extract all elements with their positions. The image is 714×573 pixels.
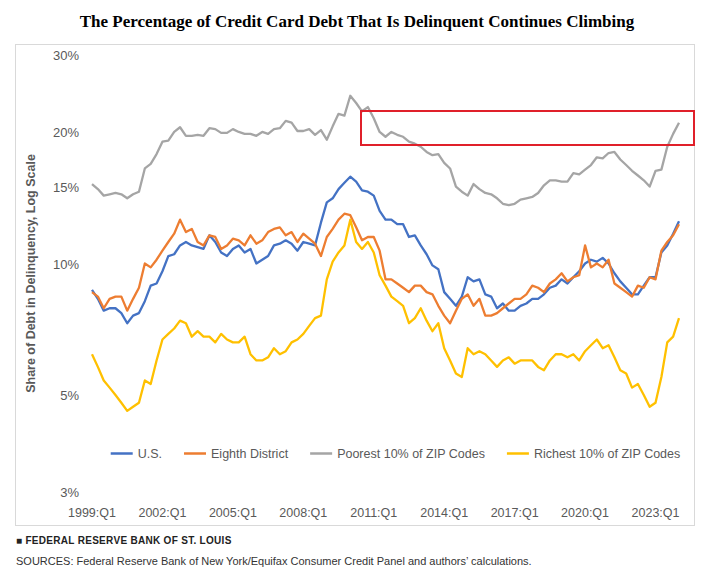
legend-label: Richest 10% of ZIP Codes bbox=[534, 447, 680, 461]
y-tick-label: 5% bbox=[60, 388, 79, 403]
legend-label: Eighth District bbox=[211, 447, 289, 461]
series-line bbox=[92, 214, 679, 324]
y-tick-label: 15% bbox=[53, 180, 79, 195]
legend-swatch bbox=[507, 452, 529, 455]
publisher: ■ FEDERAL RESERVE BANK OF ST. LOUIS bbox=[16, 535, 232, 546]
x-tick-label: 1999:Q1 bbox=[68, 506, 116, 520]
x-tick-label: 2005:Q1 bbox=[209, 506, 257, 520]
series-line bbox=[92, 96, 679, 205]
source: SOURCES: Federal Reserve Bank of New Yor… bbox=[16, 555, 532, 567]
title: The Percentage of Credit Card Debt That … bbox=[80, 12, 635, 31]
x-tick-label: 2008:Q1 bbox=[279, 506, 327, 520]
plot-area bbox=[92, 96, 679, 411]
y-tick-label: 20% bbox=[53, 125, 79, 140]
series-line bbox=[92, 177, 679, 324]
x-tick-label: 2014:Q1 bbox=[420, 506, 468, 520]
x-tick-label: 2011:Q1 bbox=[350, 506, 397, 520]
y-tick-label: 10% bbox=[53, 257, 79, 272]
legend-swatch bbox=[310, 452, 332, 455]
legend-swatch bbox=[111, 452, 133, 455]
legend: U.S. Eighth District Poorest 10% of ZIP Co… bbox=[111, 447, 681, 461]
highlight-box bbox=[361, 111, 694, 145]
y-axis-label: Share of Debt in Delinquency, Log Scale bbox=[24, 154, 38, 393]
legend-label: Poorest 10% of ZIP Codes bbox=[337, 447, 485, 461]
x-tick-label: 2023:Q1 bbox=[632, 506, 680, 520]
x-tick-label: 2017:Q1 bbox=[491, 506, 539, 520]
y-tick-label: 30% bbox=[53, 48, 79, 63]
x-tick-label: 2002:Q1 bbox=[138, 506, 186, 520]
legend-swatch bbox=[184, 452, 206, 455]
x-tick-label: 2020:Q1 bbox=[561, 506, 609, 520]
legend-label: U.S. bbox=[138, 447, 162, 461]
series-line bbox=[92, 220, 679, 411]
chart: The Percentage of Credit Card Debt That … bbox=[0, 0, 714, 573]
y-tick-label: 3% bbox=[60, 485, 79, 500]
frame bbox=[16, 45, 695, 526]
